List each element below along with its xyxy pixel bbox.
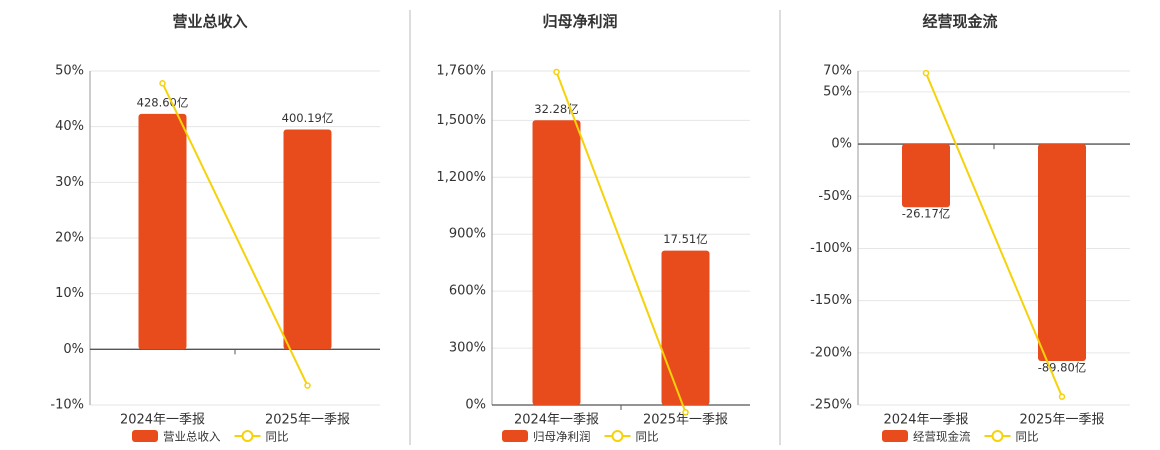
- y-tick-label: -10%: [50, 398, 84, 413]
- y-tick-label: 1,500%: [436, 113, 486, 128]
- y-tick-label: -150%: [810, 293, 852, 308]
- line-point: [1058, 393, 1066, 400]
- line-point: [922, 69, 930, 77]
- data-label: 17.51亿: [663, 232, 707, 246]
- y-tick-label: 20%: [55, 231, 84, 246]
- y-tick-label: 10%: [55, 286, 84, 301]
- line-point: [159, 79, 166, 87]
- legend-swatch: [991, 430, 1004, 442]
- y-tick-label: 30%: [55, 175, 84, 190]
- y-tick-label: 0%: [831, 137, 852, 152]
- legend-swatch: [241, 430, 254, 442]
- chart-title: 营业总收入: [172, 13, 247, 31]
- x-tick-label: 2025年一季报: [1019, 413, 1104, 428]
- data-label: 428.60亿: [137, 95, 189, 109]
- x-tick-label: 2024年一季报: [514, 413, 599, 428]
- y-tick-label: 50%: [55, 64, 84, 79]
- x-tick-label: 2024年一季报: [120, 413, 205, 428]
- legend-label: 营业总收入: [163, 430, 221, 444]
- legend-swatch: [882, 430, 908, 442]
- legend-label: 同比: [266, 430, 289, 444]
- bar: [1038, 143, 1086, 362]
- data-label: 400.19亿: [282, 111, 334, 125]
- line: [161, 82, 309, 386]
- line: [555, 71, 687, 413]
- bar: [532, 120, 581, 405]
- y-tick-label: 1,200%: [436, 170, 486, 185]
- y-tick-label: 300%: [449, 341, 486, 356]
- data-label: 32.28亿: [534, 102, 578, 116]
- bar: [902, 143, 950, 208]
- legend-label: 归母净利润: [533, 430, 591, 444]
- y-tick-label: -250%: [810, 398, 852, 413]
- line-point: [304, 382, 311, 389]
- x-tick-label: 2025年一季报: [643, 413, 728, 428]
- line-point: [553, 68, 560, 76]
- line: [925, 72, 1063, 398]
- legend-label: 同比: [636, 430, 659, 444]
- x-tick-label: 2025年一季报: [265, 413, 350, 428]
- line-point: [682, 408, 689, 416]
- y-tick-label: -100%: [810, 241, 852, 256]
- legend-swatch: [132, 430, 158, 442]
- y-tick-label: 0%: [465, 398, 486, 413]
- y-tick-label: 50%: [823, 84, 852, 99]
- chart-title: 归母净利润: [542, 13, 617, 31]
- legend-swatch: [502, 430, 528, 442]
- y-tick-label: -200%: [810, 345, 852, 360]
- y-tick-label: 40%: [55, 119, 84, 134]
- bar: [283, 129, 332, 350]
- x-tick-label: 2024年一季报: [883, 413, 968, 428]
- y-tick-label: 0%: [63, 342, 84, 357]
- chart-title: 经营现金流: [922, 13, 997, 31]
- y-tick-label: -50%: [818, 189, 852, 204]
- bar: [661, 250, 710, 405]
- data-label: -89.80亿: [1038, 361, 1087, 375]
- legend-label: 经营现金流: [913, 430, 971, 444]
- y-tick-label: 900%: [449, 227, 486, 242]
- legend-swatch: [611, 430, 624, 442]
- y-tick-label: 1,760%: [436, 64, 486, 79]
- y-tick-label: 70%: [823, 64, 852, 79]
- y-tick-label: 600%: [449, 284, 486, 299]
- bar: [138, 113, 187, 350]
- data-label: -26.17亿: [902, 207, 951, 221]
- legend-label: 同比: [1016, 430, 1039, 444]
